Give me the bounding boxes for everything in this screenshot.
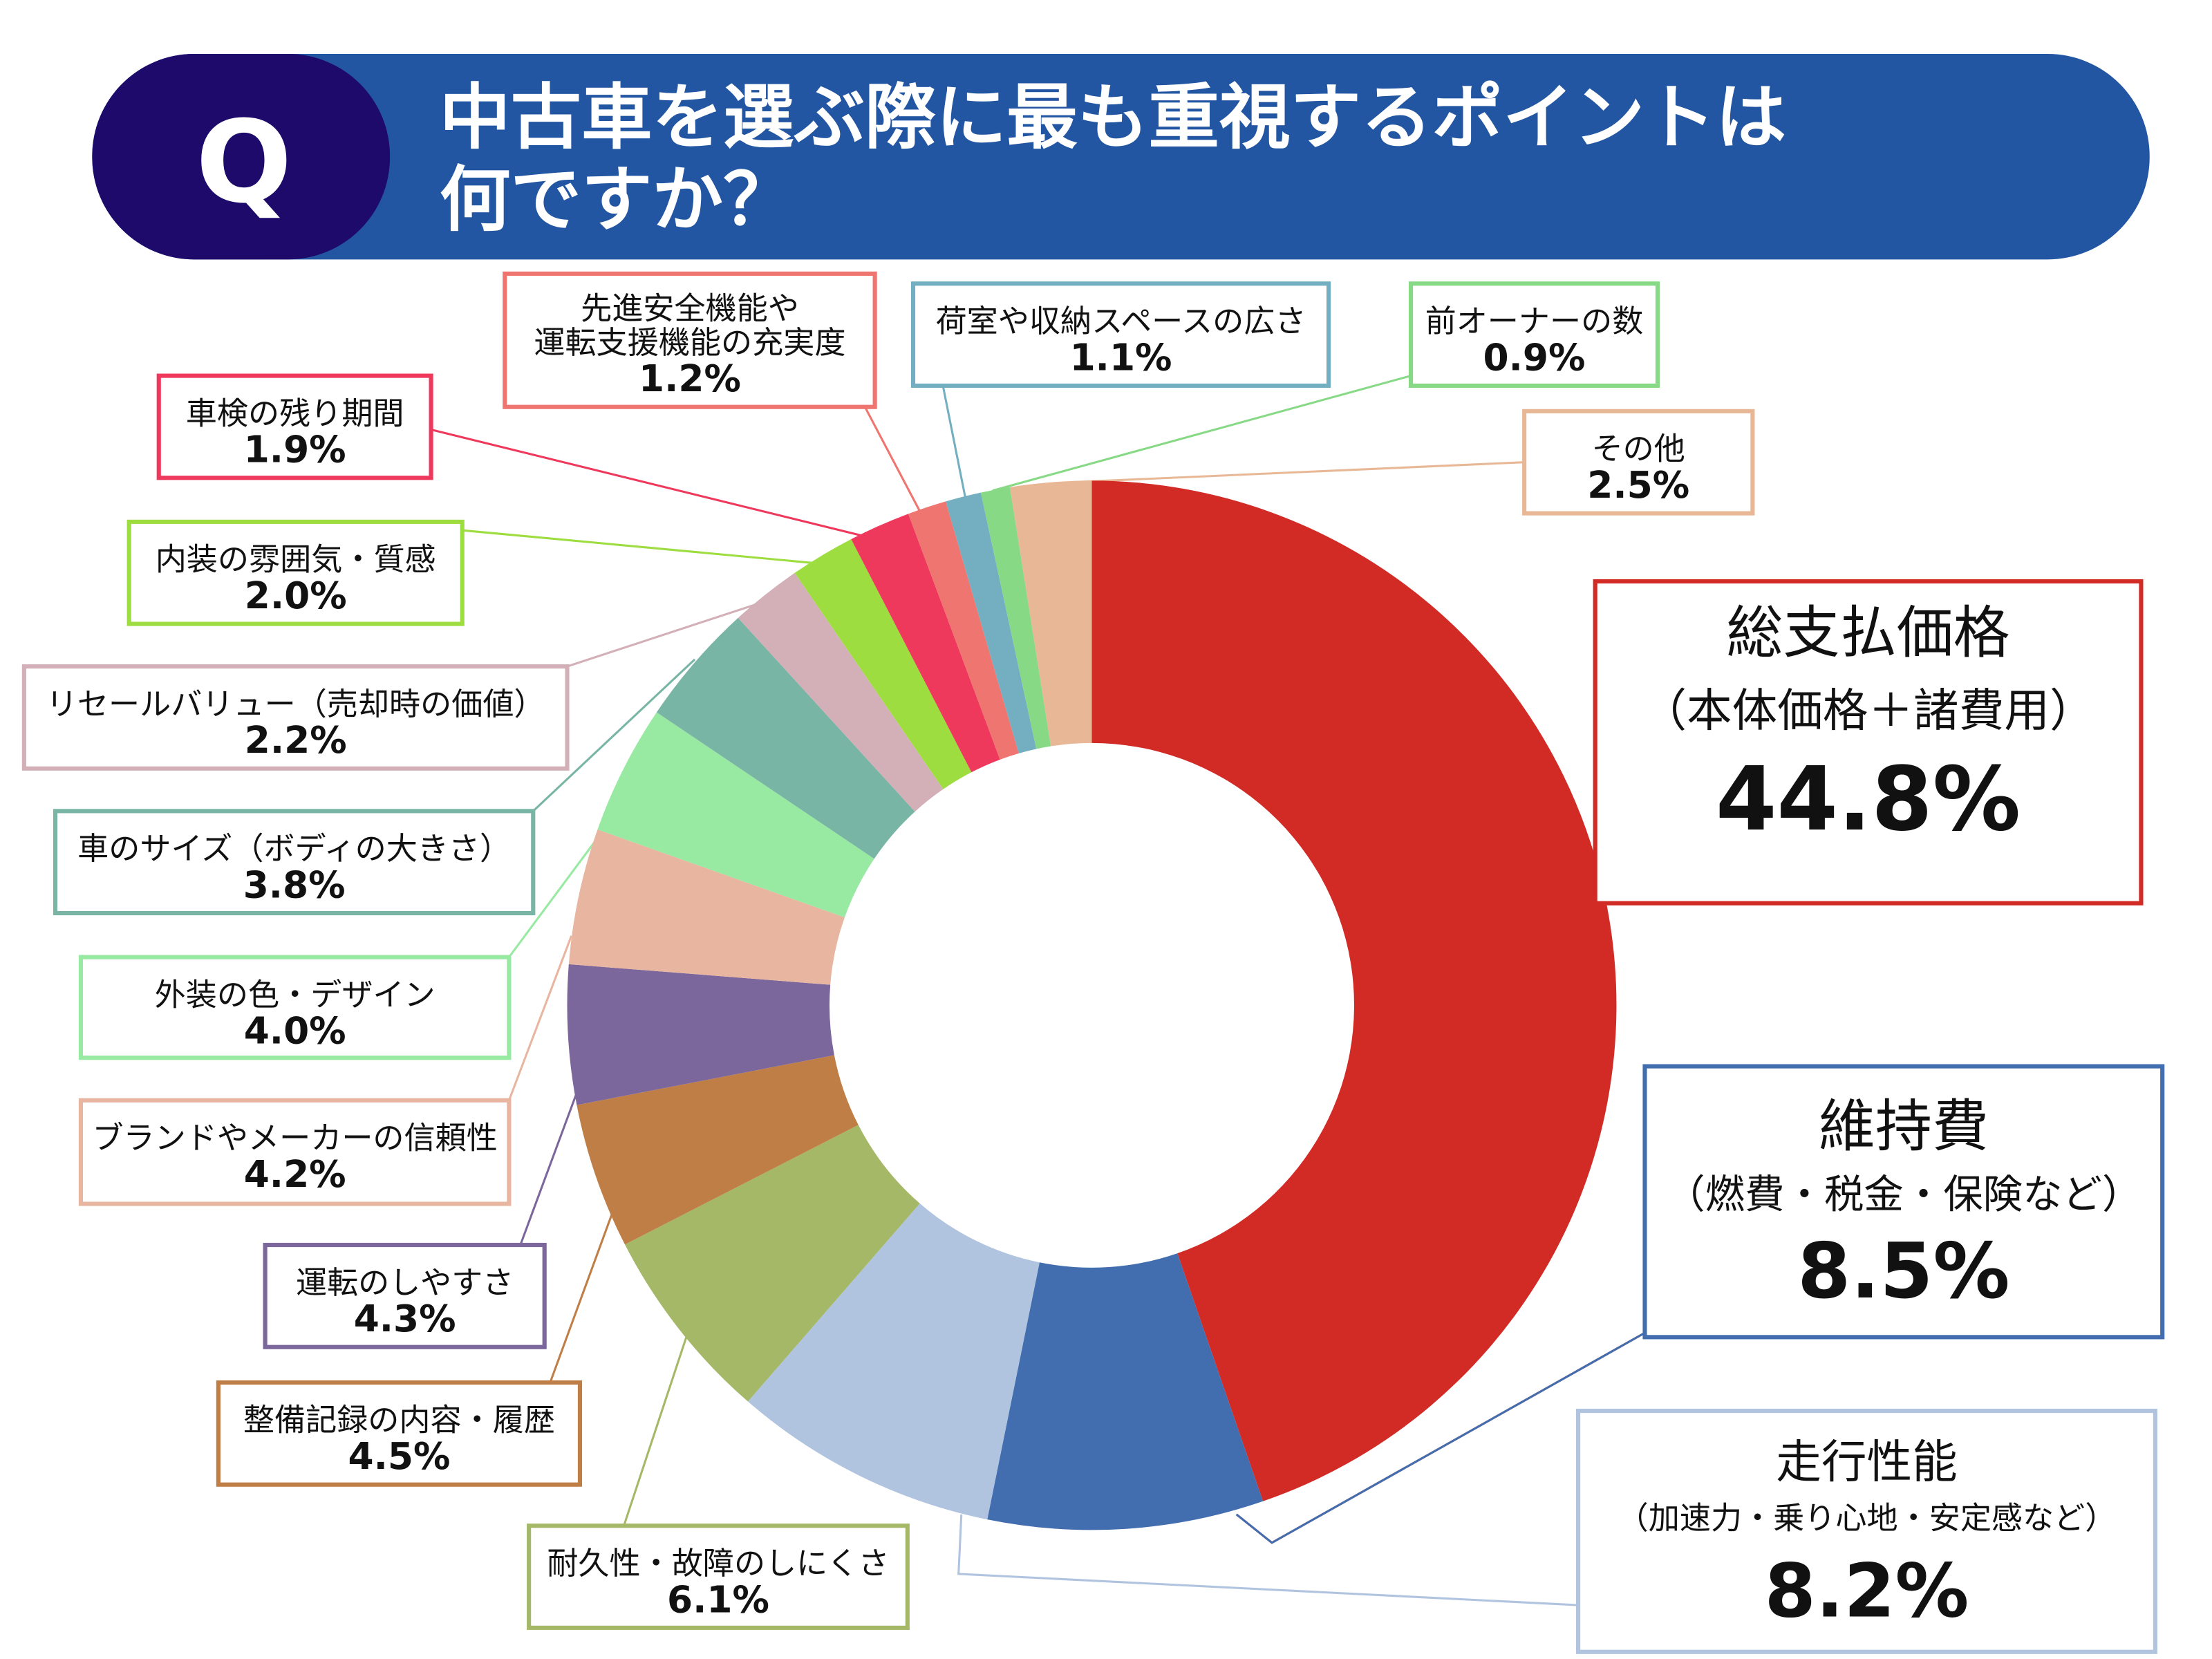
slice-category-label: リセールバリュー（売却時の価値）: [46, 686, 545, 722]
slice-value-label: 1.9%: [244, 428, 346, 471]
label-box-5: [263, 1242, 547, 1349]
leader-line-3: [623, 1332, 689, 1526]
label-box-14: [1408, 281, 1660, 388]
label-box-6: [78, 1098, 512, 1206]
label-box-0: [1593, 579, 2144, 906]
leader-line-8: [532, 658, 696, 812]
label-box-8: [53, 809, 536, 916]
leader-line-1: [1235, 1331, 1646, 1544]
slice-category-label: 総支払価格: [1726, 601, 2009, 666]
leader-line-10: [462, 529, 829, 565]
label-box-4: [216, 1380, 583, 1487]
slice-8: [656, 617, 915, 859]
title-line-1: 中古車を選ぶ際に最も重視するポイントは: [440, 77, 1786, 159]
slice-10: [794, 538, 972, 789]
slice-value-label: 6.1%: [667, 1577, 769, 1621]
slice-value-label: 4.3%: [354, 1297, 456, 1340]
label-box-2: [1576, 1408, 2158, 1654]
slice-9: [738, 572, 944, 812]
slice-value-label: 8.2%: [1765, 1548, 1969, 1634]
slice-category-label: 整備記録の内容・履歴: [243, 1402, 555, 1438]
slice-labels: 総支払価格 （本体価格＋諸費用） 44.8% 維持費 （燃費・税金・保険など） 8.5% 走…: [21, 271, 2165, 1654]
slice-value-label: 2.5%: [1587, 463, 1689, 507]
leader-line-9: [567, 600, 767, 668]
label-box-11: [156, 373, 433, 480]
leader-line-11: [431, 429, 876, 540]
slice-category-label: 走行性能: [1776, 1436, 1958, 1488]
slice-2: [747, 1203, 1040, 1520]
slice-value-label: 3.8%: [243, 863, 346, 906]
slice-4: [577, 1055, 859, 1245]
leader-line-15: [1073, 461, 1525, 483]
slice-value-label: 1.1%: [1070, 335, 1172, 379]
label-box-10: [126, 519, 465, 626]
slice-6: [568, 829, 845, 985]
slice-5: [567, 964, 834, 1105]
label-box-15: [1522, 409, 1755, 516]
slice-category-label: 耐久性・故障のしにくさ: [547, 1545, 889, 1582]
slice-category-label: 前オーナーの数: [1425, 303, 1644, 339]
leader-line-2: [957, 1514, 1579, 1606]
donut-slices: [567, 480, 1617, 1530]
slice-15: [1009, 480, 1092, 747]
leader-line-4: [549, 1212, 614, 1383]
slice-category-label: 運転のしやすさ: [296, 1264, 514, 1301]
title-line-2: 何ですか？: [440, 159, 794, 241]
slice-0: [1091, 480, 1617, 1501]
header-band: [92, 53, 2150, 260]
slice-category-label: 荷室や収納スペースの広さ: [936, 303, 1306, 339]
label-box-9: [21, 664, 570, 771]
slice-value-label: 4.0%: [244, 1009, 346, 1053]
q-badge: [92, 53, 391, 260]
slice-category-label: 車のサイズ（ボディの大きさ）: [77, 830, 511, 867]
slice-value-label: 1.2%: [639, 357, 741, 400]
leader-line-6: [507, 935, 573, 1101]
slice-category-label: （本体価格＋諸費用）: [1641, 684, 2094, 737]
slice-value-label: 2.2%: [245, 718, 347, 762]
slice-category-label: 車検の残り期間: [186, 395, 404, 431]
slice-category-label: 運転支援機能の充実度: [534, 324, 845, 361]
q-mark: Q: [196, 96, 292, 228]
slice-11: [851, 514, 1000, 773]
label-box-13: [910, 281, 1331, 388]
slice-value-label: 4.5%: [348, 1434, 450, 1478]
slice-category-label: 外装の色・デザイン: [155, 976, 435, 1013]
slice-7: [597, 712, 874, 918]
leader-line-5: [519, 1091, 579, 1246]
header-banner: Q 中古車を選ぶ際に最も重視するポイントは 何ですか？: [92, 53, 2150, 260]
leader-line-14: [992, 375, 1412, 492]
slice-category-label: その他: [1592, 431, 1685, 467]
slice-category-label: （燃費・税金・保険など）: [1665, 1172, 2141, 1218]
slice-category-label: 内装の雰囲気・質感: [156, 541, 436, 578]
slice-category-label: 維持費: [1819, 1094, 1989, 1159]
slice-12: [908, 501, 1019, 760]
slice-13: [946, 492, 1037, 753]
label-box-1: [1642, 1064, 2165, 1340]
label-box-7: [78, 955, 512, 1060]
slice-1: [987, 1253, 1264, 1530]
slice-14: [980, 487, 1051, 749]
slice-category-label: （加速力・乗り心地・安定感など）: [1618, 1499, 2117, 1536]
slice-value-label: 44.8%: [1716, 748, 2021, 850]
slice-value-label: 2.0%: [245, 574, 347, 617]
slice-value-label: 4.2%: [244, 1152, 346, 1196]
leader-line-12: [863, 406, 923, 516]
slice-category-label: 先進安全機能や: [581, 290, 799, 327]
slice-value-label: 0.9%: [1483, 335, 1586, 379]
slice-3: [624, 1125, 920, 1402]
slice-category-label: ブランドやメーカーの信頼性: [92, 1120, 497, 1156]
leader-line-13: [941, 385, 967, 500]
slice-value-label: 8.5%: [1797, 1227, 2009, 1316]
label-box-3: [527, 1524, 910, 1630]
label-box-12: [503, 271, 877, 409]
